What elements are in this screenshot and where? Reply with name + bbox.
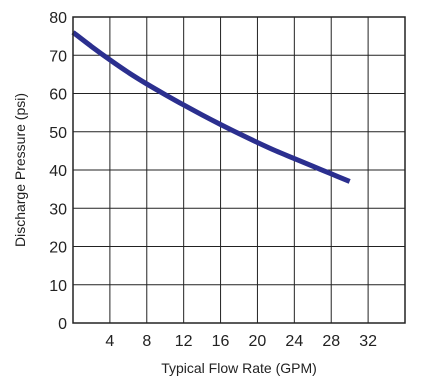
- y-axis-label: Discharge Pressure (psi): [12, 93, 28, 247]
- y-tick-labels: 0 10 20 30 40 50 60 70 80: [49, 10, 67, 333]
- y-tick-label: 60: [49, 87, 67, 104]
- x-axis-label: Typical Flow Rate (GPM): [161, 360, 317, 376]
- series-line: [71, 30, 351, 184]
- y-tick-label: 80: [49, 10, 67, 27]
- y-tick-label: 10: [49, 278, 67, 295]
- y-tick-label: 50: [49, 125, 67, 142]
- x-tick-label: 8: [142, 333, 151, 350]
- x-tick-label: 32: [359, 333, 377, 350]
- x-tick-label: 4: [105, 333, 114, 350]
- y-tick-label: 40: [49, 163, 67, 180]
- series-group: [71, 30, 351, 184]
- y-tick-label: 0: [58, 316, 67, 333]
- y-tick-label: 30: [49, 201, 67, 218]
- x-tick-label: 16: [212, 333, 230, 350]
- y-tick-label: 20: [49, 240, 67, 257]
- plot-border: [72, 16, 406, 324]
- x-tick-label: 28: [322, 333, 340, 350]
- x-tick-label: 24: [285, 333, 303, 350]
- x-tick-label: 12: [175, 333, 193, 350]
- x-tick-labels: 4 8 12 16 20 24 28 32: [105, 333, 377, 350]
- y-tick-label: 70: [49, 48, 67, 65]
- x-tick-label: 20: [249, 333, 267, 350]
